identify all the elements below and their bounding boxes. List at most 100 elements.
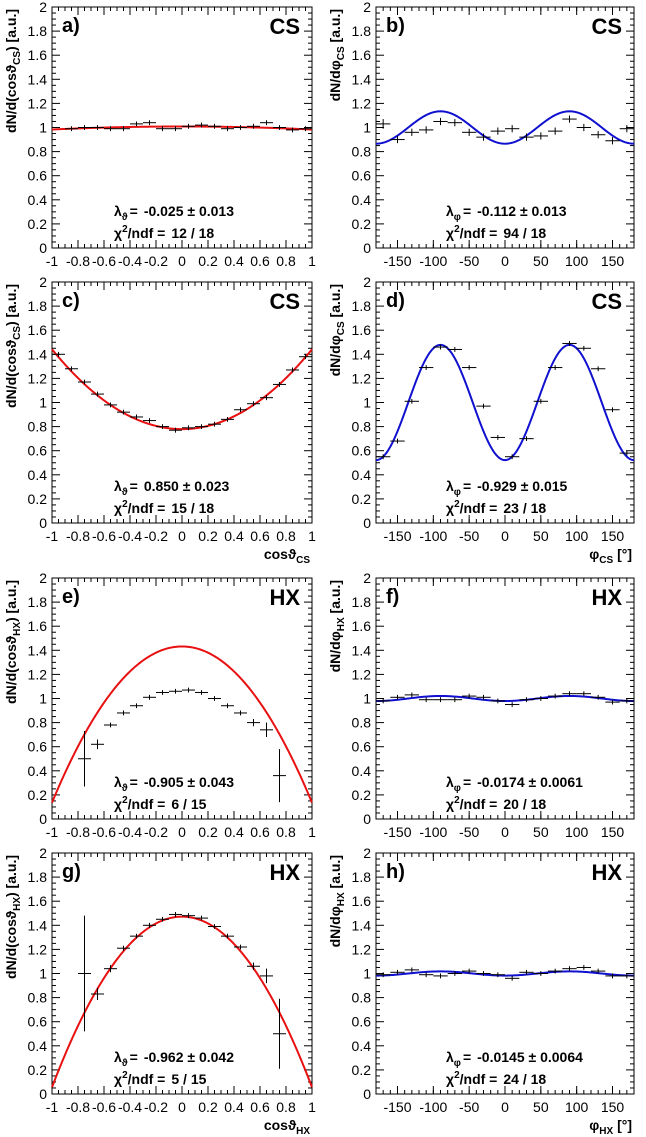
x-tick-label: 100 — [565, 253, 589, 269]
y-tick-label: 1 — [363, 395, 371, 411]
data-point — [619, 450, 634, 456]
data-point — [169, 688, 182, 694]
panel-letter: e) — [62, 586, 80, 608]
x-tick-label: -0.2 — [144, 824, 168, 840]
chi2-value: χ2/ndf = 23 / 18 — [446, 499, 546, 516]
y-tick-label: 1.6 — [28, 322, 48, 338]
data-point — [390, 135, 405, 144]
y-axis-label: dN/dφCS [a.u.] — [327, 284, 347, 376]
data-point — [591, 968, 606, 974]
data-point — [143, 694, 156, 700]
data-point — [376, 119, 391, 129]
data-point — [505, 454, 520, 460]
data-point — [78, 379, 91, 385]
x-tick-label: 0 — [178, 253, 186, 269]
data-point — [419, 697, 434, 703]
y-axis-label: dN/d(cosϑHX) [a.u.] — [3, 580, 23, 704]
x-tick-label: 0.8 — [276, 253, 296, 269]
x-tick-label: 0.8 — [276, 824, 296, 840]
x-tick-label: 1 — [308, 1099, 316, 1115]
y-tick-label: 0.4 — [28, 763, 48, 779]
data-point — [562, 966, 577, 972]
y-tick-label: 2 — [363, 570, 371, 586]
data-point — [52, 351, 65, 357]
data-point — [130, 703, 143, 709]
data-point — [476, 971, 491, 976]
panel-letter: b) — [386, 15, 405, 37]
data-point — [619, 698, 634, 704]
fit-curve — [51, 348, 313, 431]
x-tick-label: -0.4 — [118, 528, 142, 544]
y-tick-label: 0.6 — [352, 739, 372, 755]
data-point — [273, 998, 286, 1069]
y-tick-label: 0.4 — [352, 763, 372, 779]
x-tick-label: 0.8 — [276, 528, 296, 544]
y-tick-label: 1 — [363, 966, 371, 982]
data-point — [376, 454, 391, 460]
data-point — [221, 933, 234, 939]
panel-letter: c) — [62, 290, 80, 312]
x-tick-label: 100 — [565, 1099, 589, 1115]
data-point — [208, 924, 221, 929]
x-tick-label: -0.4 — [118, 1099, 142, 1115]
data-point — [208, 421, 221, 427]
x-tick-label: -0.6 — [92, 253, 116, 269]
y-tick-label: 1.4 — [28, 917, 48, 933]
y-tick-label: 0 — [39, 1086, 47, 1102]
data-point — [195, 424, 208, 430]
data-point — [247, 401, 260, 407]
x-tick-label: 0.6 — [250, 253, 270, 269]
data-point — [195, 122, 208, 128]
x-tick-label: 0.4 — [224, 824, 244, 840]
y-tick-label: 1 — [39, 691, 47, 707]
data-point — [490, 435, 505, 440]
y-tick-label: 0.8 — [28, 715, 48, 731]
data-point — [505, 125, 520, 133]
data-point — [65, 366, 78, 372]
y-tick-label: 1.2 — [352, 666, 372, 682]
data-point — [490, 698, 505, 704]
data-point — [208, 123, 221, 129]
y-tick-label: 1 — [39, 395, 47, 411]
y-tick-label: 1.6 — [352, 893, 372, 909]
x-tick-label: 150 — [601, 1099, 625, 1115]
data-point — [404, 692, 419, 698]
x-tick-label: 50 — [533, 1099, 549, 1115]
data-point — [143, 418, 156, 423]
y-tick-label: 0 — [39, 240, 47, 256]
x-tick-label: 100 — [565, 824, 589, 840]
data-point — [447, 971, 462, 976]
x-tick-label: -1 — [46, 824, 59, 840]
data-point — [605, 973, 620, 979]
y-tick-label: 1.2 — [352, 941, 372, 957]
y-tick-label: 0.8 — [352, 144, 372, 160]
y-tick-label: 0.6 — [352, 1014, 372, 1030]
fit-curve — [51, 915, 313, 1088]
data-point — [78, 915, 91, 1032]
data-point — [404, 967, 419, 973]
y-tick-label: 0.2 — [28, 787, 48, 803]
lambda-value: λφ = -0.0174 ± 0.0061 — [446, 774, 583, 794]
x-tick-label: 150 — [601, 528, 625, 544]
y-tick-label: 1.2 — [352, 370, 372, 386]
fit-curve — [51, 645, 313, 803]
y-tick-label: 2 — [39, 0, 47, 15]
y-tick-label: 1 — [39, 120, 47, 136]
data-point — [591, 694, 606, 700]
y-tick-label: 0.4 — [352, 192, 372, 208]
data-point — [260, 722, 273, 738]
data-point — [78, 731, 91, 787]
y-tick-label: 1.6 — [28, 47, 48, 63]
data-point — [447, 697, 462, 703]
y-tick-label: 0.6 — [28, 739, 48, 755]
y-tick-label: 0 — [39, 811, 47, 827]
data-point — [562, 115, 577, 123]
y-tick-label: 1.8 — [28, 298, 48, 314]
data-point — [419, 972, 434, 978]
panel-e: 00.20.40.60.811.21.41.61.82-1 -0.8 -0.6 -0.… — [3, 570, 316, 840]
x-tick-label: 150 — [601, 253, 625, 269]
x-tick-label: -0.8 — [66, 824, 90, 840]
data-point — [548, 127, 563, 135]
x-tick-label: 1 — [308, 824, 316, 840]
x-axis-label: φHX [°] — [589, 1117, 632, 1137]
